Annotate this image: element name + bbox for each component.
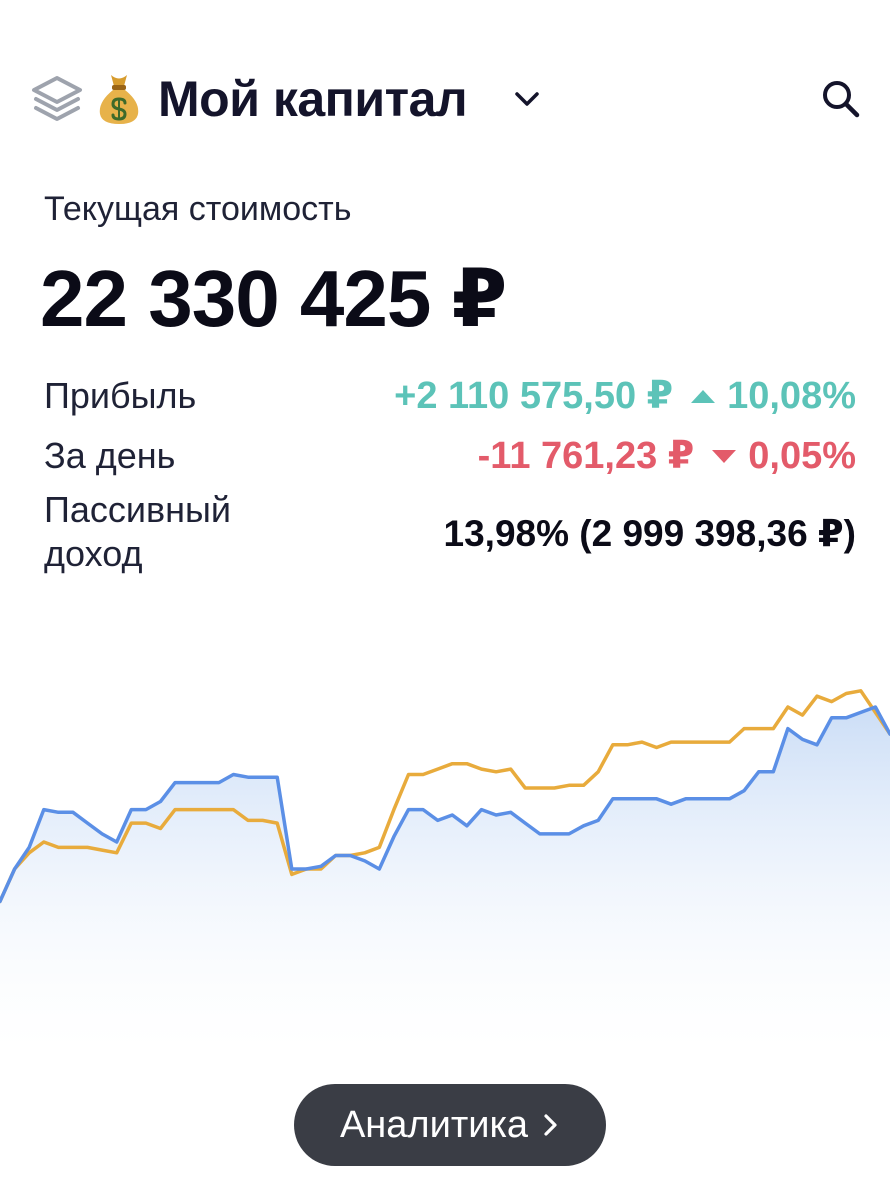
day-change-label: За день xyxy=(44,435,176,476)
series-1-line xyxy=(0,705,890,904)
profit-label: Прибыль xyxy=(44,375,197,416)
passive-income-label-line2: доход xyxy=(44,533,143,574)
series-2-line xyxy=(0,689,890,904)
search-icon[interactable] xyxy=(818,76,862,120)
portfolio-chart xyxy=(0,650,890,1050)
analytics-button[interactable]: Аналитика xyxy=(294,1084,606,1166)
current-value: 22 330 425 ₽ xyxy=(40,254,507,343)
analytics-button-label: Аналитика xyxy=(339,1103,529,1146)
current-value-label: Текущая стоимость xyxy=(44,190,352,228)
passive-income-label-line1: Пассивный xyxy=(44,489,231,530)
profit-percent: 10,08% xyxy=(727,375,856,417)
portfolio-title[interactable]: Мой капитал xyxy=(158,71,468,127)
profit-amount: +2 110 575,50 ₽ xyxy=(394,375,674,417)
chevron-right-icon xyxy=(544,1114,557,1136)
passive-income-value: 13,98% (2 999 398,36 ₽) xyxy=(443,513,856,554)
triangle-up-icon xyxy=(691,389,716,403)
passive-income-label: Пассивный доход xyxy=(44,488,231,576)
chevron-down-icon[interactable] xyxy=(510,84,544,114)
triangle-down-icon xyxy=(712,449,737,463)
day-change-percent: 0,05% xyxy=(748,435,856,477)
chart-canvas xyxy=(0,689,890,1050)
day-change-amount: -11 761,23 ₽ xyxy=(477,435,695,477)
series-1-area xyxy=(0,707,890,1050)
profit-value: +2 110 575,50 ₽ 10,08% xyxy=(394,374,856,418)
app-header: Мой капитал xyxy=(0,62,890,138)
layers-icon[interactable] xyxy=(30,74,84,124)
money-bag-icon xyxy=(99,75,139,124)
day-change-value: -11 761,23 ₽ 0,05% xyxy=(478,434,856,478)
